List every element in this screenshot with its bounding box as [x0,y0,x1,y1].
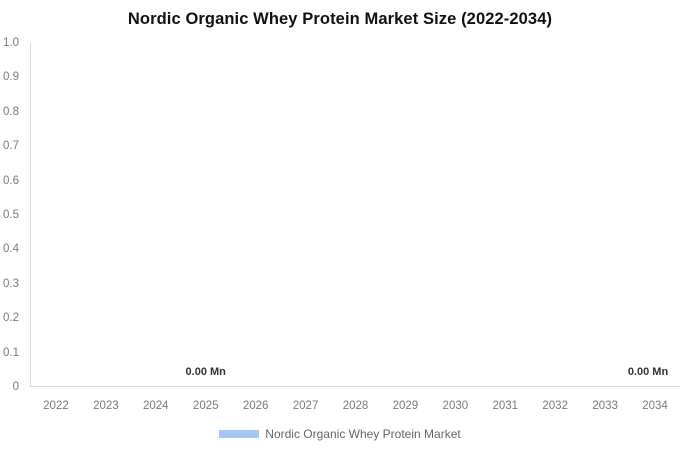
bar-value-label: 0.00 Mn [185,366,226,378]
x-tick-label: 2025 [192,400,219,412]
y-tick-label: 0.7 [3,140,19,153]
y-tick-label: 0.1 [3,346,19,359]
legend-swatch-icon [219,430,260,438]
legend-item-label: Nordic Organic Whey Protein Market [265,427,461,441]
chart-title: Nordic Organic Whey Protein Market Size … [127,10,553,28]
x-tick-label: 2024 [143,400,169,412]
y-tick-label: 0.8 [3,105,19,118]
x-tick-label: 2033 [592,400,618,412]
x-tick-label: 2031 [492,400,519,412]
y-tick-label: 0.2 [3,312,19,325]
x-axis-line [30,386,680,387]
y-tick-label: 0.3 [3,277,19,290]
y-axis-line [30,43,31,387]
x-tick-label: 2022 [43,400,69,412]
y-tick-label: 1.0 [3,37,19,49]
y-tick-label: 0.6 [3,174,19,187]
x-tick-label: 2028 [342,400,369,412]
bar-value-label: 0.00 Mn [627,366,669,378]
legend-item[interactable]: Nordic Organic Whey Protein Market [0,426,680,442]
y-tick-label: 0.9 [3,71,19,84]
x-tick-label: 2032 [542,400,568,412]
x-tick-label: 2030 [442,400,469,412]
y-tick-label: 0.5 [3,209,19,221]
y-tick-label: 0.4 [3,243,19,256]
x-tick-label: 2034 [642,400,668,412]
x-tick-label: 2026 [242,400,269,412]
x-tick-label: 2023 [93,400,119,412]
x-tick-label: 2029 [392,400,419,412]
x-tick-label: 2027 [292,400,319,412]
y-tick-label: 0 [12,381,19,393]
